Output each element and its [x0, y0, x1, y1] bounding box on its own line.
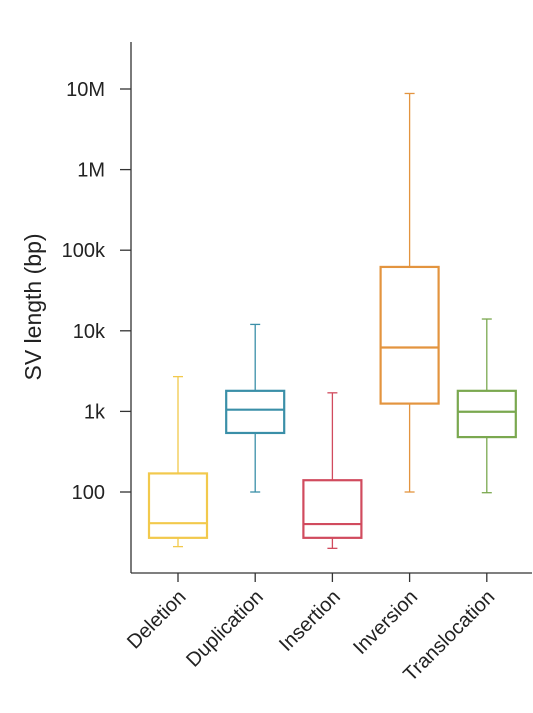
box-deletion: [147, 375, 209, 548]
iqr-box: [302, 479, 363, 539]
x-tick-label-inversion: Inversion: [349, 586, 422, 659]
x-tick-label-insertion: Insertion: [275, 586, 345, 656]
iqr-box: [456, 389, 517, 439]
y-tick-label: 10k: [73, 321, 106, 343]
y-tick-label: 1M: [77, 160, 105, 182]
x-tick-label-duplication: Duplication: [182, 586, 268, 672]
x-tick-label-deletion: Deletion: [123, 586, 190, 653]
iqr-box: [225, 389, 286, 435]
box-inversion: [379, 92, 440, 493]
y-tick-label: 100: [72, 482, 105, 504]
y-tick-label: 10M: [66, 79, 105, 101]
y-axis-title: SV length (bp): [20, 233, 46, 380]
box-translocation: [456, 318, 517, 494]
y-tick-group: 100 1k 10k 100k 1M 10M: [62, 79, 131, 504]
iqr-box: [379, 265, 440, 405]
iqr-box: [147, 472, 209, 539]
y-tick-label: 1k: [84, 401, 106, 423]
y-tick-label: 100k: [62, 240, 106, 262]
box-insertion: [302, 392, 363, 549]
box-duplication: [225, 323, 286, 493]
box-group: [147, 92, 517, 549]
